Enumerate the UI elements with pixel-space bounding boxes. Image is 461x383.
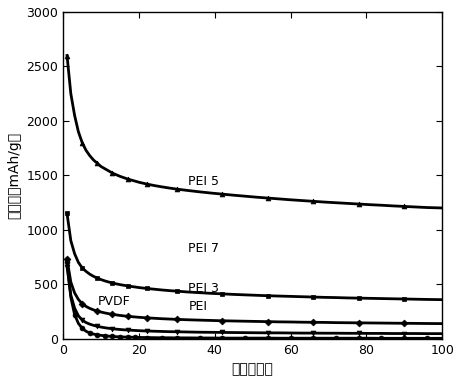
Text: PEI 5: PEI 5	[188, 175, 219, 188]
Text: PVDF: PVDF	[97, 295, 130, 308]
Text: PEI 7: PEI 7	[188, 242, 219, 255]
Text: PEI 3: PEI 3	[188, 282, 219, 295]
X-axis label: 充放电次数: 充放电次数	[232, 362, 274, 376]
Text: PEI: PEI	[188, 300, 207, 313]
Y-axis label: 比容量（mAh/g）: 比容量（mAh/g）	[7, 132, 21, 219]
